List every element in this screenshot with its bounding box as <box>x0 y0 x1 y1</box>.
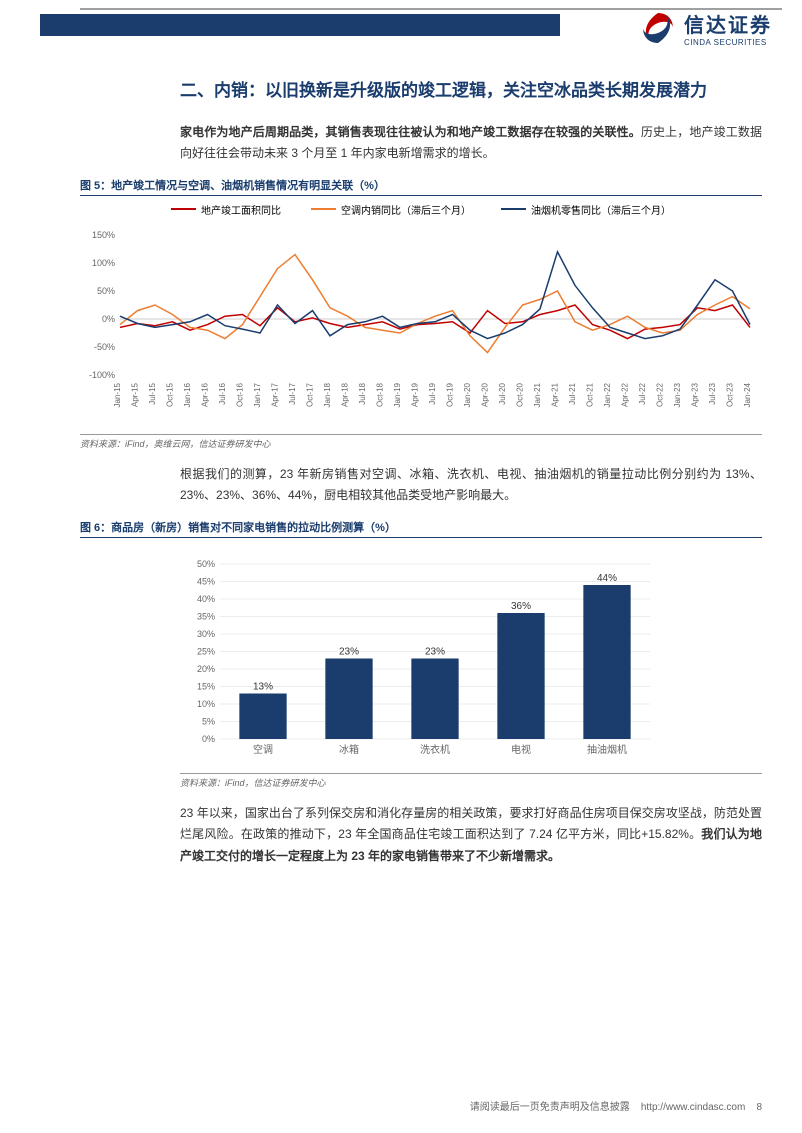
header-bar <box>40 14 560 36</box>
svg-text:0%: 0% <box>102 314 115 324</box>
fig5-legend: 地产竣工面积同比空调内销同比（滞后三个月）油烟机零售同比（滞后三个月） <box>80 202 762 217</box>
svg-text:Jan-20: Jan-20 <box>463 382 472 407</box>
svg-text:-50%: -50% <box>94 342 115 352</box>
svg-text:Apr-17: Apr-17 <box>271 382 280 407</box>
page-footer: 请阅读最后一页免责声明及信息披露 http://www.cindasc.com … <box>470 1098 762 1113</box>
svg-text:Apr-18: Apr-18 <box>341 382 350 407</box>
svg-text:Jul-19: Jul-19 <box>428 382 437 404</box>
svg-text:44%: 44% <box>597 573 617 584</box>
footer-disclaimer: 请阅读最后一页免责声明及信息披露 <box>470 1102 630 1113</box>
svg-text:Jul-22: Jul-22 <box>638 382 647 404</box>
fig6-title: 图 6：商品房（新房）销售对不同家电销售的拉动比例测算（%） <box>80 519 762 538</box>
svg-text:Apr-22: Apr-22 <box>621 382 630 407</box>
svg-text:36%: 36% <box>511 601 531 612</box>
svg-text:Oct-16: Oct-16 <box>236 382 245 407</box>
svg-text:Oct-19: Oct-19 <box>446 382 455 407</box>
logo-cn-text: 信达证券 <box>684 9 772 38</box>
svg-text:10%: 10% <box>197 699 215 709</box>
svg-text:23%: 23% <box>339 646 359 657</box>
svg-text:Jan-16: Jan-16 <box>183 382 192 407</box>
svg-text:50%: 50% <box>97 286 115 296</box>
paragraph-2: 根据我们的测算，23 年新房销售对空调、冰箱、洗衣机、电视、抽油烟机的销量拉动比… <box>180 464 762 507</box>
paragraph-3: 23 年以来，国家出台了系列保交房和消化存量房的相关政策，要求打好商品住房项目保… <box>180 803 762 868</box>
svg-text:Apr-19: Apr-19 <box>411 382 420 407</box>
fig6-chart: 0% 5% 10% 15% 20% 25% 30% 35% 40% 45% 50% 13% 空调 23% 冰… <box>180 544 802 769</box>
svg-text:100%: 100% <box>92 258 115 268</box>
intro-bold: 家电作为地产后周期品类，其销售表现往往被认为和地产竣工数据存在较强的关联性。 <box>180 125 641 139</box>
fig5-chart: -100% -50% 0% 50% 100% 150% Jan-15 Apr-15 Jul-15… <box>80 225 762 430</box>
svg-text:Jan-24: Jan-24 <box>743 382 752 407</box>
svg-text:Jul-16: Jul-16 <box>218 382 227 404</box>
svg-text:30%: 30% <box>197 629 215 639</box>
svg-text:40%: 40% <box>197 594 215 604</box>
svg-text:Jul-18: Jul-18 <box>358 382 367 404</box>
svg-text:Jan-22: Jan-22 <box>603 382 612 407</box>
svg-text:-100%: -100% <box>89 370 115 380</box>
logo-en-text: CINDA SECURITIES <box>684 38 772 47</box>
intro-paragraph: 家电作为地产后周期品类，其销售表现往往被认为和地产竣工数据存在较强的关联性。历史… <box>180 122 762 165</box>
svg-text:Oct-22: Oct-22 <box>656 382 665 407</box>
svg-text:Jan-18: Jan-18 <box>323 382 332 407</box>
svg-text:35%: 35% <box>197 611 215 621</box>
svg-text:13%: 13% <box>253 681 273 692</box>
svg-text:Jan-21: Jan-21 <box>533 382 542 407</box>
svg-text:50%: 50% <box>197 559 215 569</box>
svg-text:Oct-21: Oct-21 <box>586 382 595 407</box>
svg-text:20%: 20% <box>197 664 215 674</box>
svg-text:Oct-23: Oct-23 <box>726 382 735 407</box>
svg-text:Apr-23: Apr-23 <box>691 382 700 407</box>
svg-text:Apr-20: Apr-20 <box>481 382 490 407</box>
svg-text:Jul-20: Jul-20 <box>498 382 507 404</box>
svg-text:洗衣机: 洗衣机 <box>420 743 450 756</box>
svg-text:25%: 25% <box>197 646 215 656</box>
svg-text:Jul-23: Jul-23 <box>708 382 717 404</box>
svg-text:45%: 45% <box>197 576 215 586</box>
fig5-title: 图 5：地产竣工情况与空调、油烟机销售情况有明显关联（%） <box>80 177 762 196</box>
svg-text:Jan-23: Jan-23 <box>673 382 682 407</box>
svg-text:Oct-15: Oct-15 <box>166 382 175 407</box>
svg-text:Apr-16: Apr-16 <box>201 382 210 407</box>
svg-text:23%: 23% <box>425 646 445 657</box>
svg-text:Apr-21: Apr-21 <box>551 382 560 407</box>
fig5-source: 资料来源：iFind，奥维云网，信达证券研发中心 <box>80 434 762 450</box>
para3-a: 23 年以来，国家出台了系列保交房和消化存量房的相关政策，要求打好商品住房项目保… <box>180 806 762 842</box>
svg-text:150%: 150% <box>92 230 115 240</box>
section-heading: 二、内销：以旧换新是升级版的竣工逻辑，关注空冰品类长期发展潜力 <box>180 78 762 104</box>
svg-text:冰箱: 冰箱 <box>339 743 359 756</box>
company-logo: 信达证券 CINDA SECURITIES <box>638 8 772 48</box>
logo-swirl-icon <box>638 8 678 48</box>
svg-text:Oct-17: Oct-17 <box>306 382 315 407</box>
svg-text:Oct-20: Oct-20 <box>516 382 525 407</box>
footer-page: 8 <box>756 1102 762 1113</box>
svg-text:Jul-15: Jul-15 <box>148 382 157 404</box>
svg-text:Apr-15: Apr-15 <box>131 382 140 407</box>
fig6-source: 资料来源：iFind，信达证券研发中心 <box>180 773 762 789</box>
svg-text:Oct-18: Oct-18 <box>376 382 385 407</box>
footer-url: http://www.cindasc.com <box>641 1102 745 1113</box>
svg-text:Jul-21: Jul-21 <box>568 382 577 404</box>
svg-text:抽油烟机: 抽油烟机 <box>587 743 627 756</box>
svg-text:Jan-17: Jan-17 <box>253 382 262 407</box>
svg-text:电视: 电视 <box>511 743 531 756</box>
svg-text:15%: 15% <box>197 681 215 691</box>
svg-text:0%: 0% <box>202 734 215 744</box>
svg-text:Jan-19: Jan-19 <box>393 382 402 407</box>
svg-text:空调: 空调 <box>253 743 273 756</box>
svg-text:Jan-15: Jan-15 <box>113 382 122 407</box>
svg-text:5%: 5% <box>202 716 215 726</box>
svg-text:Jul-17: Jul-17 <box>288 382 297 404</box>
